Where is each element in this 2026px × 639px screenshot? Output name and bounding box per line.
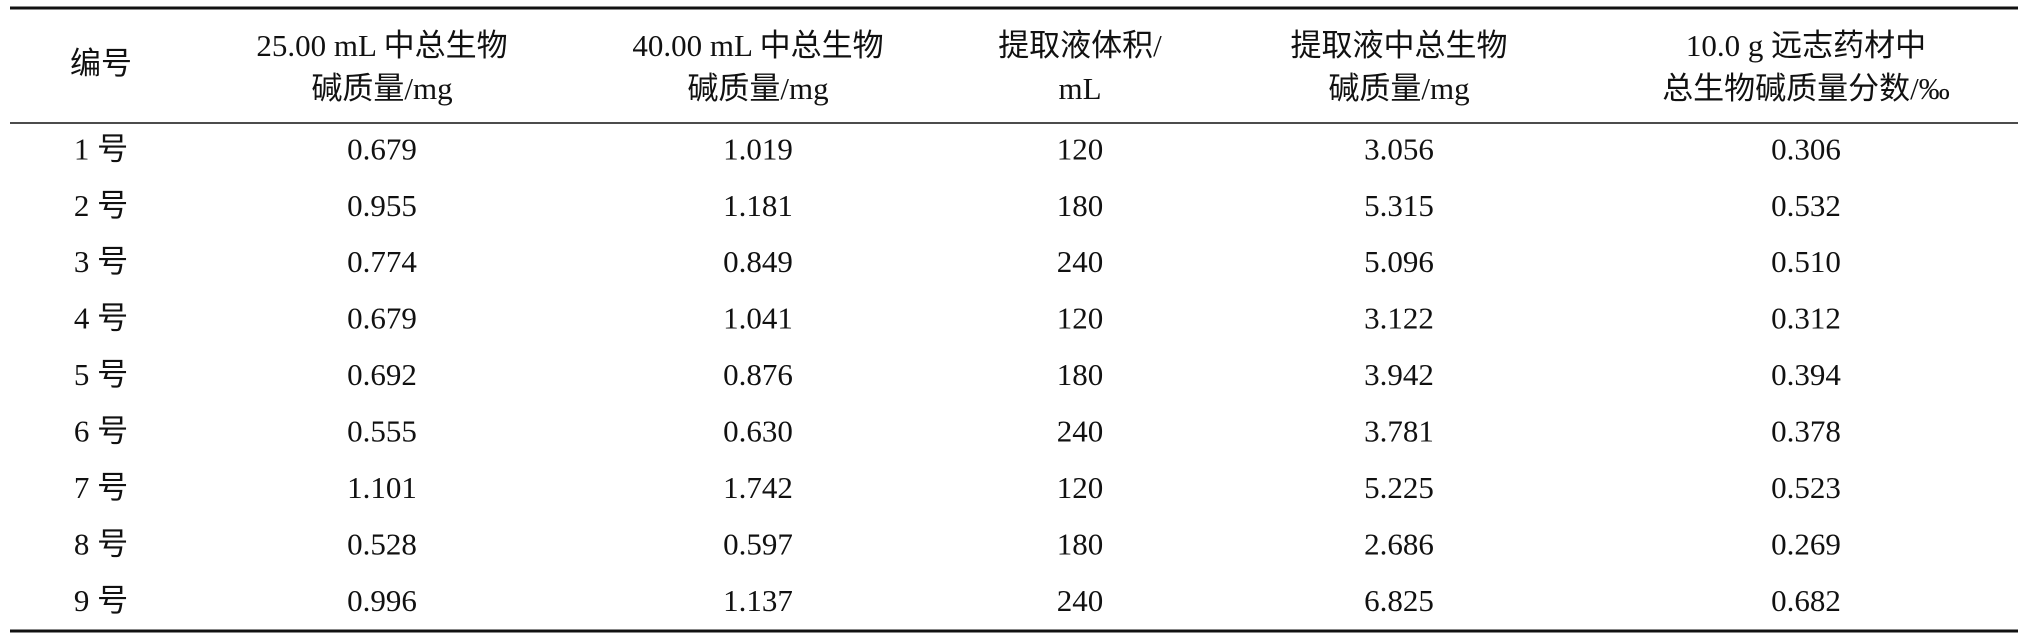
header-cell: 10.0 g 远志药材中 <box>1686 28 1926 63</box>
cell: 2 号 <box>74 188 128 223</box>
cell: 0.523 <box>1771 470 1841 505</box>
header-cell: 总生物碱质量分数/‰ <box>1662 71 1950 106</box>
header-cell: 编号 <box>70 46 132 81</box>
cell: 1.181 <box>723 188 793 223</box>
cell: 0.528 <box>347 526 417 561</box>
cell: 0.955 <box>347 188 417 223</box>
cell: 0.679 <box>347 301 417 336</box>
cell: 0.312 <box>1771 301 1841 336</box>
cell: 1 号 <box>74 131 128 166</box>
cell: 0.597 <box>723 526 793 561</box>
header-cell: 提取液体积/ <box>998 28 1162 63</box>
cell: 0.532 <box>1771 188 1841 223</box>
cell: 180 <box>1057 188 1104 223</box>
cell: 5.315 <box>1364 188 1434 223</box>
cell: 0.849 <box>723 244 793 279</box>
cell: 1.041 <box>723 301 793 336</box>
cell: 5.096 <box>1364 244 1434 279</box>
cell: 5.225 <box>1364 470 1434 505</box>
cell: 120 <box>1057 301 1104 336</box>
cell: 0.555 <box>347 414 417 449</box>
header-cell: 40.00 mL 中总生物 <box>632 28 883 63</box>
cell: 0.306 <box>1771 131 1841 166</box>
header-cell: mL <box>1058 71 1101 106</box>
cell: 1.019 <box>723 131 793 166</box>
cell: 6 号 <box>74 414 128 449</box>
cell: 120 <box>1057 131 1104 166</box>
header-cell: 碱质量/mg <box>687 71 828 106</box>
cell: 3.781 <box>1364 414 1434 449</box>
cell: 240 <box>1057 414 1104 449</box>
cell: 7 号 <box>74 470 128 505</box>
cell: 1.101 <box>347 470 417 505</box>
cell: 0.692 <box>347 357 417 392</box>
cell: 3.122 <box>1364 301 1434 336</box>
cell: 0.630 <box>723 414 793 449</box>
cell: 180 <box>1057 357 1104 392</box>
cell: 240 <box>1057 583 1104 618</box>
cell: 3 号 <box>74 244 128 279</box>
cell: 1.137 <box>723 583 793 618</box>
cell: 1.742 <box>723 470 793 505</box>
cell: 0.996 <box>347 583 417 618</box>
header-cell: 25.00 mL 中总生物 <box>256 28 507 63</box>
cell: 0.510 <box>1771 244 1841 279</box>
cell: 8 号 <box>74 526 128 561</box>
cell: 240 <box>1057 244 1104 279</box>
header-cell: 碱质量/mg <box>311 71 452 106</box>
cell: 0.394 <box>1771 357 1841 392</box>
header-cell: 碱质量/mg <box>1328 71 1469 106</box>
cell: 6.825 <box>1364 583 1434 618</box>
cell: 5 号 <box>74 357 128 392</box>
cell: 0.679 <box>347 131 417 166</box>
cell: 0.378 <box>1771 414 1841 449</box>
header-cell: 提取液中总生物 <box>1291 28 1508 63</box>
cell: 2.686 <box>1364 526 1434 561</box>
cell: 120 <box>1057 470 1104 505</box>
cell: 3.942 <box>1364 357 1434 392</box>
cell: 0.774 <box>347 244 417 279</box>
cell: 3.056 <box>1364 131 1434 166</box>
cell: 4 号 <box>74 301 128 336</box>
cell: 0.682 <box>1771 583 1841 618</box>
cell: 180 <box>1057 526 1104 561</box>
cell: 0.876 <box>723 357 793 392</box>
cell: 0.269 <box>1771 526 1841 561</box>
cell: 9 号 <box>74 583 128 618</box>
